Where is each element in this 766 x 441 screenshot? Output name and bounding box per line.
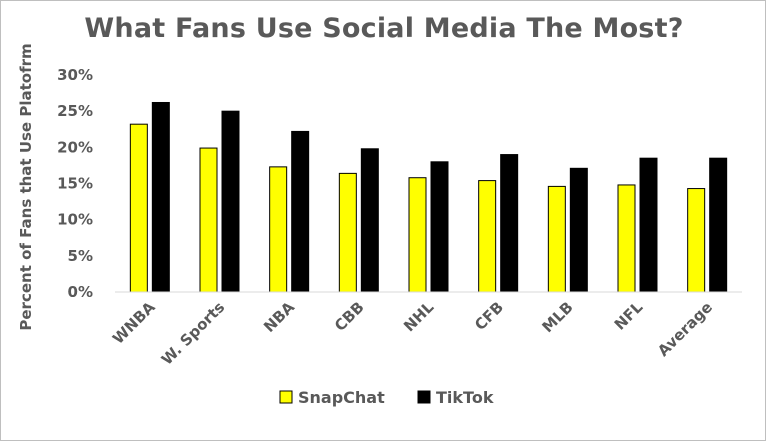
y-tick-label: 5%	[68, 247, 93, 265]
chart-title: What Fans Use Social Media The Most?	[84, 13, 684, 44]
x-category-label: Average	[654, 298, 716, 360]
bars	[129, 101, 728, 293]
y-tick-label: 30%	[57, 66, 93, 84]
legend-label-tiktok: TikTok	[436, 388, 494, 407]
bar-tiktok-nba	[291, 130, 310, 293]
bar-snapchat-w-sports	[199, 147, 218, 293]
y-axis-title: Percent of Fans that Use Platofrm	[17, 43, 35, 330]
x-category-label: NBA	[260, 298, 298, 336]
bar-snapchat-nhl	[408, 177, 427, 293]
y-tick-label: 0%	[68, 283, 93, 301]
x-category-label: CBB	[331, 298, 368, 335]
y-tick-label: 25%	[57, 102, 93, 120]
y-axis-ticks: 0% 5% 10% 15% 20% 25% 30%	[57, 66, 93, 301]
legend: SnapChat TikTok	[279, 388, 494, 407]
bar-snapchat-nfl	[617, 184, 636, 293]
bar-tiktok-w-sports	[221, 110, 240, 293]
y-tick-label: 20%	[57, 138, 93, 156]
y-tick-label: 15%	[57, 175, 93, 193]
y-tick-label: 10%	[57, 211, 93, 229]
x-category-label: CFB	[471, 298, 507, 334]
bar-tiktok-wnba	[151, 101, 170, 293]
legend-swatch-snapchat	[279, 390, 293, 404]
x-axis-categories: WNBA W. Sports NBA CBB NHL CFB MLB NFL Average	[109, 298, 716, 369]
bar-tiktok-nhl	[430, 161, 449, 293]
bar-snapchat-cfb	[478, 180, 497, 293]
bar-tiktok-nfl	[639, 157, 658, 293]
bar-snapchat-wnba	[129, 123, 148, 293]
x-category-label: NHL	[400, 298, 438, 336]
bar-tiktok-cfb	[500, 154, 519, 293]
x-category-label: WNBA	[109, 298, 159, 348]
bar-snapchat-nba	[269, 166, 288, 293]
x-category-label: W. Sports	[158, 298, 228, 368]
legend-swatch-tiktok	[417, 390, 431, 404]
bar-snapchat-mlb	[547, 185, 566, 293]
bar-snapchat-cbb	[338, 172, 357, 293]
legend-label-snapchat: SnapChat	[298, 388, 385, 407]
bar-tiktok-cbb	[360, 148, 379, 293]
bar-tiktok-mlb	[569, 167, 588, 293]
x-category-label: NFL	[611, 298, 647, 334]
x-category-label: MLB	[539, 298, 577, 336]
bar-tiktok-average	[709, 157, 728, 293]
bar-snapchat-average	[687, 188, 706, 293]
